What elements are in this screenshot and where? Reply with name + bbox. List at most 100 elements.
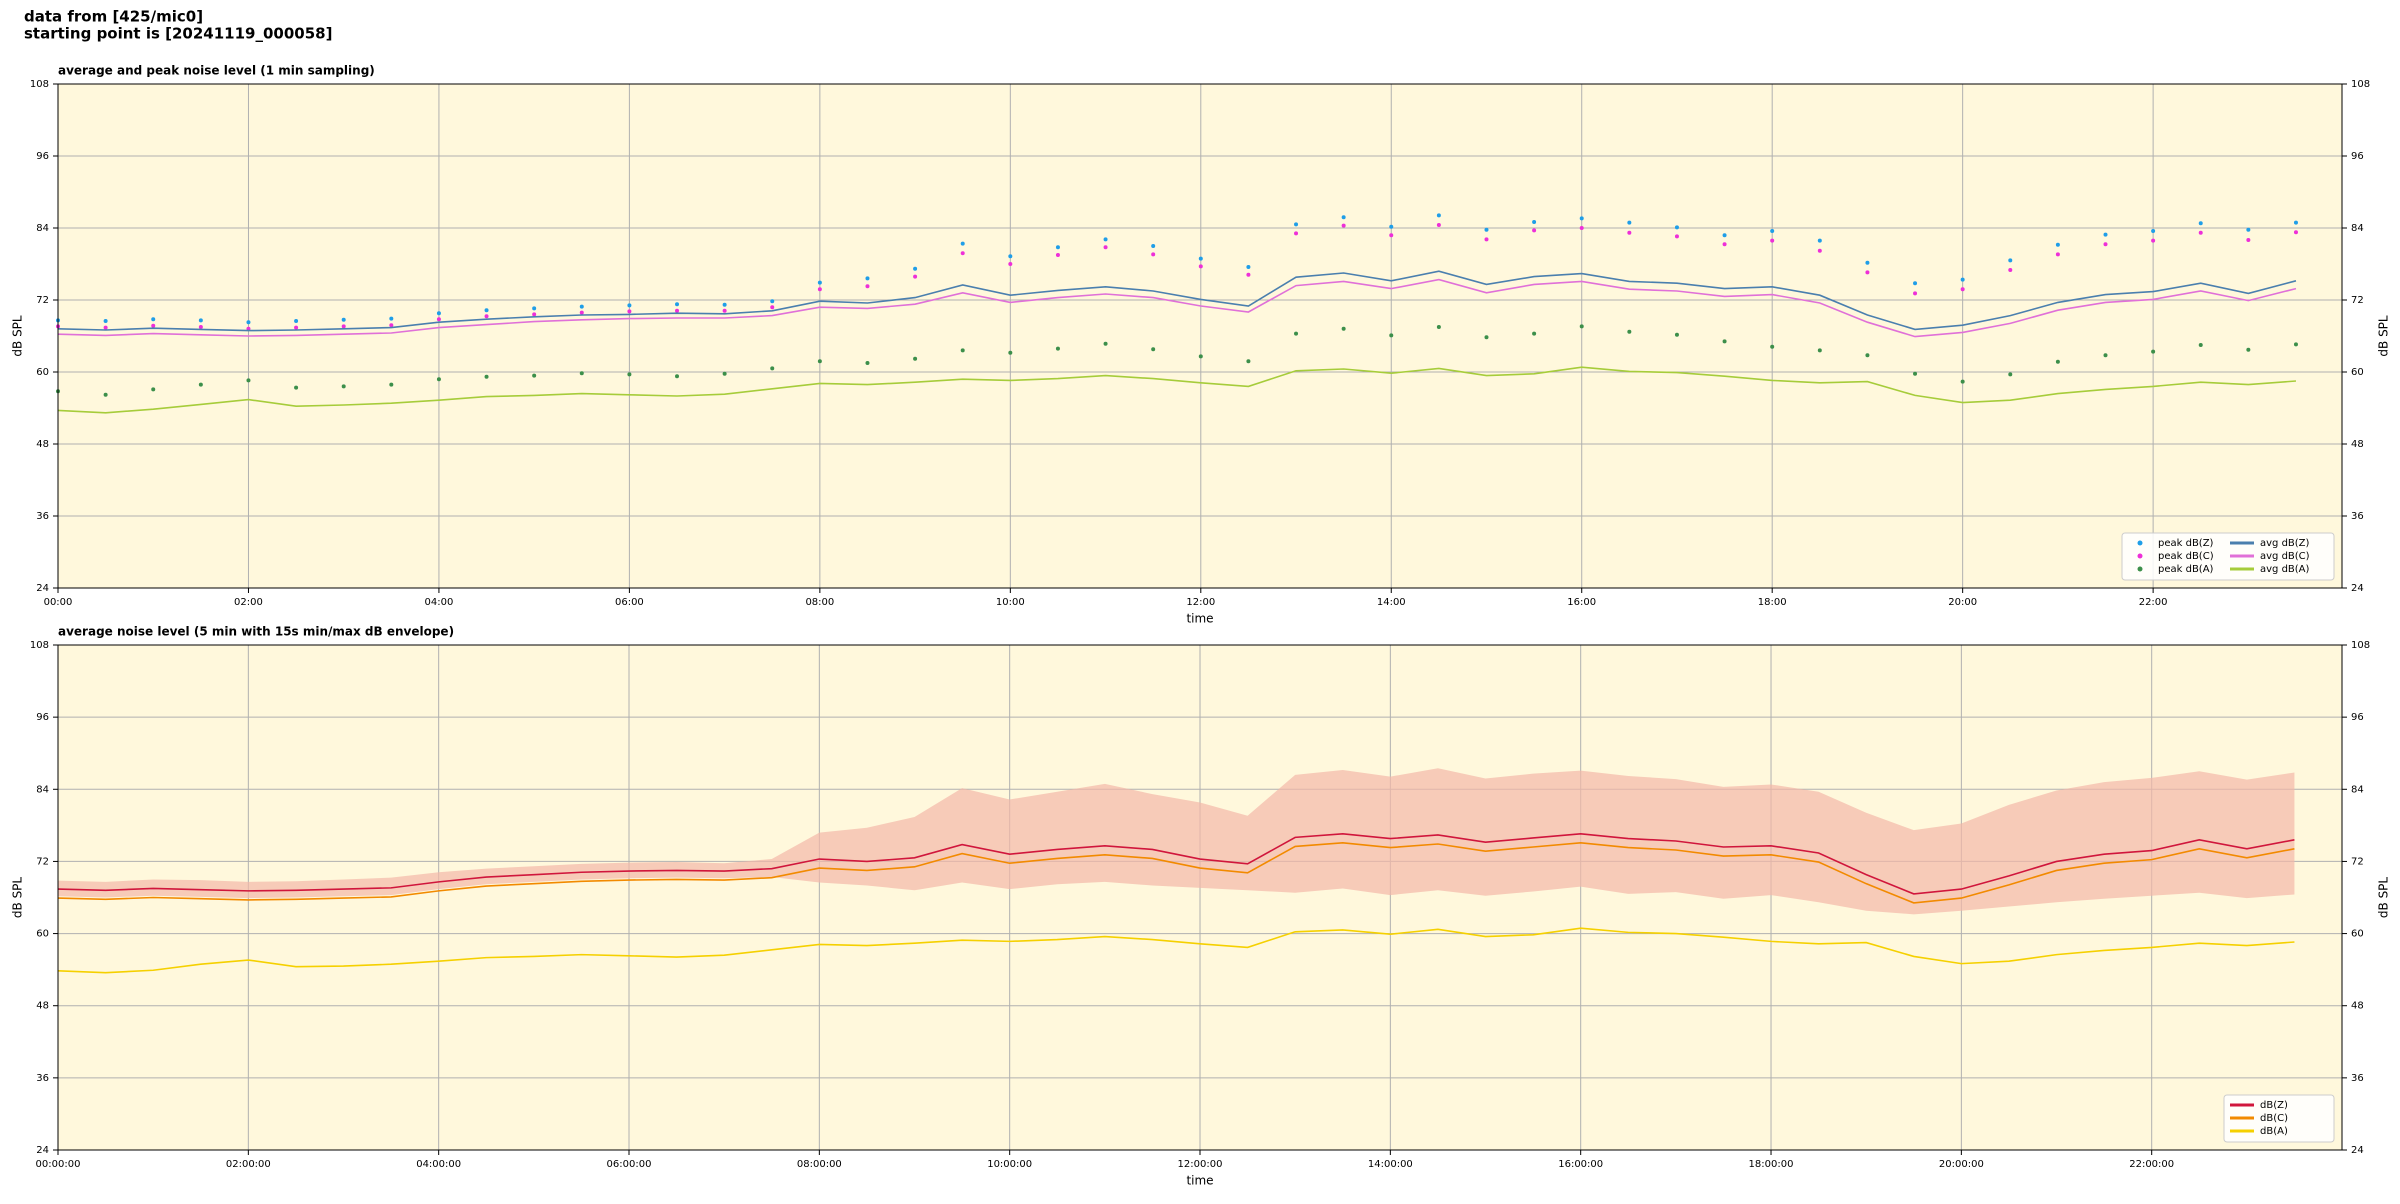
peak-point: [151, 387, 156, 392]
peak-point: [1674, 332, 1679, 337]
peak-point: [294, 325, 299, 330]
y-tick-label: 60: [36, 929, 49, 940]
peak-point: [2246, 347, 2251, 352]
plot-frame: [57, 644, 2343, 1151]
peak-point: [1341, 215, 1346, 220]
peak-point: [436, 311, 441, 316]
x-tick-label: 02:00:00: [226, 1159, 271, 1170]
peak-point: [1246, 272, 1251, 277]
peak-point: [627, 372, 632, 377]
x-axis-label: time: [1186, 612, 1213, 626]
peak-point: [389, 316, 394, 321]
y-tick-label: 96: [36, 712, 49, 723]
x-tick-label: 02:00: [234, 597, 263, 608]
peak-point: [627, 309, 632, 314]
plot-title: average noise level (5 min with 15s min/…: [58, 625, 454, 639]
peak-point: [960, 251, 965, 256]
peak-point: [1341, 326, 1346, 331]
peak-point: [1103, 237, 1108, 242]
legend-label: peak dB(A): [2158, 564, 2214, 575]
peak-point: [532, 312, 537, 317]
peak-point: [1008, 254, 1013, 259]
peak-point: [294, 385, 299, 390]
peak-point: [1436, 223, 1441, 227]
y2-tick-label: 24: [2351, 1145, 2364, 1156]
y-tick-label: 24: [36, 1145, 49, 1156]
peak-point: [1294, 222, 1299, 227]
peak-point: [1817, 348, 1822, 353]
peak-point: [1722, 242, 1727, 247]
peak-point: [1484, 237, 1489, 242]
x-tick-label: 00:00: [44, 597, 73, 608]
legend-label: dB(C): [2260, 1113, 2288, 1124]
peak-point: [2198, 230, 2203, 235]
peak-point: [1913, 281, 1918, 286]
peak-point: [1008, 262, 1013, 266]
header-line: data from [425/mic0]: [24, 8, 203, 26]
plot-background: [58, 84, 2342, 588]
peak-point: [246, 320, 251, 325]
x-tick-label: 08:00:00: [797, 1159, 842, 1170]
data-line: [57, 841, 2295, 904]
peak-point: [2246, 227, 2251, 232]
peak-point: [675, 308, 680, 313]
x-tick-label: 08:00: [805, 597, 834, 608]
x-tick-label: 22:00: [2139, 597, 2168, 608]
peak-point: [1532, 220, 1537, 224]
peak-point: [2103, 242, 2108, 247]
x-tick-label: 20:00: [1948, 597, 1977, 608]
peak-point: [865, 284, 870, 289]
peak-point: [1627, 329, 1632, 334]
peak-point: [865, 276, 870, 281]
peak-point: [484, 374, 489, 379]
peak-point: [1674, 234, 1679, 239]
peak-point: [1913, 291, 1918, 296]
y2-tick-label: 108: [2351, 640, 2370, 651]
peak-point: [817, 287, 822, 292]
plot-title: average and peak noise level (1 min samp…: [58, 64, 375, 78]
peak-point: [436, 317, 441, 322]
y-tick-label: 84: [36, 223, 49, 234]
data-line: [57, 927, 2295, 974]
peak-point: [1722, 233, 1727, 238]
y2-tick-label: 84: [2351, 784, 2364, 795]
y2-tick-label: 60: [2351, 929, 2364, 940]
peak-point: [2103, 353, 2108, 358]
y2-axis-label: dB SPL: [2377, 315, 2391, 357]
peak-point: [1294, 231, 1299, 236]
y2-tick-label: 72: [2351, 856, 2364, 867]
peak-point: [1103, 245, 1108, 250]
peak-point: [1817, 248, 1822, 253]
peak-point: [1532, 331, 1537, 336]
peak-point: [103, 319, 108, 323]
data-line: [57, 270, 2297, 332]
legend-marker: [2137, 553, 2143, 559]
peak-point: [2008, 268, 2013, 272]
peak-point: [675, 374, 680, 379]
peak-point: [1198, 256, 1203, 261]
peak-point: [2293, 342, 2298, 347]
y2-tick-label: 24: [2351, 583, 2364, 594]
peak-point: [2008, 258, 2013, 263]
peak-point: [1865, 260, 1870, 265]
legend-label: avg dB(A): [2260, 564, 2310, 575]
legend-label: avg dB(Z): [2260, 538, 2310, 549]
y-tick-label: 96: [36, 151, 49, 162]
peak-point: [579, 371, 584, 376]
data-line: [57, 366, 2297, 414]
peak-point: [1913, 371, 1918, 376]
peak-point: [2008, 372, 2013, 377]
peak-point: [1008, 350, 1013, 355]
peak-point: [532, 306, 537, 311]
peak-point: [913, 274, 918, 279]
y2-tick-label: 48: [2351, 1001, 2364, 1012]
x-tick-label: 16:00: [1567, 597, 1596, 608]
peak-point: [1674, 225, 1679, 230]
y2-tick-label: 84: [2351, 223, 2364, 234]
peak-point: [1198, 354, 1203, 359]
peak-point: [579, 304, 584, 309]
y-axis-label: dB SPL: [11, 877, 25, 919]
data-line: [57, 832, 2295, 895]
y-tick-label: 48: [36, 439, 49, 450]
